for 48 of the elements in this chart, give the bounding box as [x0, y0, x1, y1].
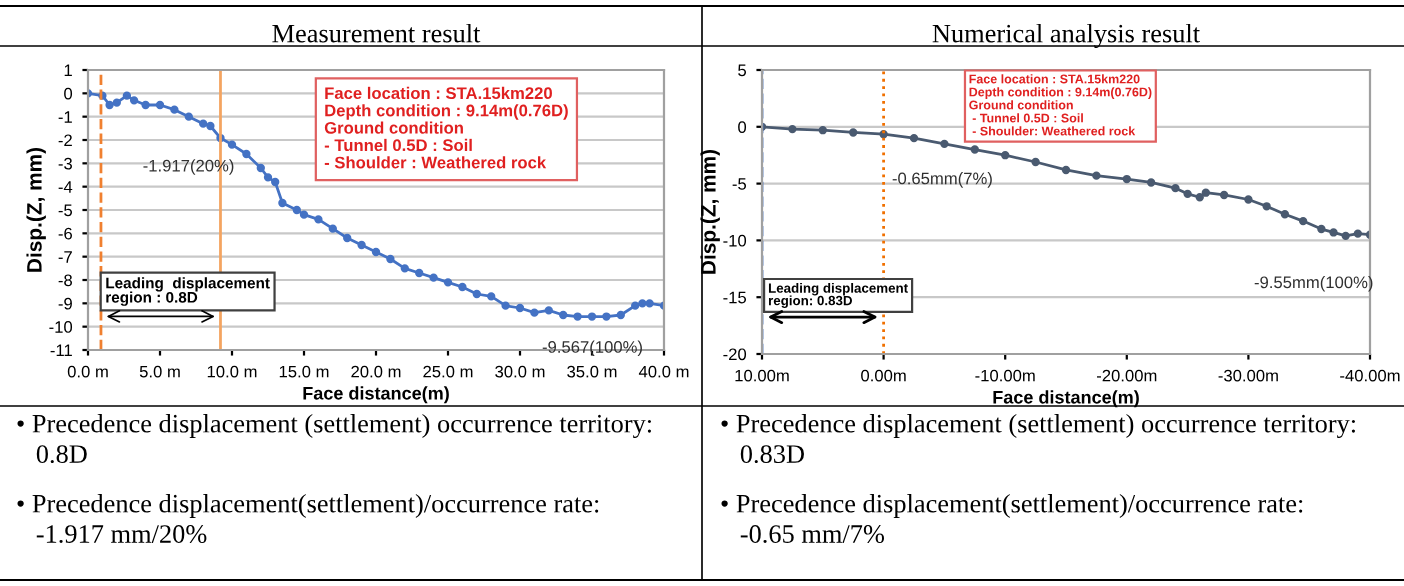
x-tick-label: 35.0 m — [567, 365, 617, 378]
annotation: -0.65mm(7%) — [892, 172, 992, 188]
y-tick-label: -4 — [58, 181, 73, 193]
y-tick-label: -1 — [58, 111, 72, 123]
x-tick-label: -20.00m — [1096, 369, 1157, 382]
annotation: -9.567(100%) — [542, 340, 642, 357]
x-axis-title: Face distance(m) — [303, 386, 449, 404]
y-tick-label: -15 — [723, 291, 747, 304]
annotation: Face location : STA.15km220 Depth condition : 9.14m(0.76D) Ground condition - Tunnel 0.5D : Soil - Shoulder : Weathered rock — [324, 86, 568, 169]
x-tick-label: 10.0 m — [207, 365, 257, 378]
y-axis-title: Disp.(Z, mm) — [26, 147, 46, 272]
chart-title: Measurement result — [272, 23, 481, 43]
y-tick-label: -20 — [723, 348, 747, 361]
x-tick-label: 10.00m — [735, 369, 789, 382]
y-tick-label: -10 — [723, 234, 747, 247]
text: • Precedence displacement(settlement)/occurrence rate: -1.917 mm/20% — [17, 494, 599, 544]
x-tick-label: 20.0 m — [351, 365, 401, 378]
y-tick-label: -11 — [50, 344, 72, 357]
y-tick-label: 1 — [64, 64, 72, 77]
y-tick-label: -5 — [732, 178, 747, 190]
text: • Precedence displacement(settlement)/occurrence rate: -0.65 mm/7% — [721, 494, 1303, 544]
x-tick-label: 0.0 m — [67, 365, 108, 378]
y-tick-label: -2 — [58, 134, 72, 147]
y-tick-label: -9 — [58, 297, 72, 310]
text: • Precedence displacement (settlement) occurrence territory: 0.8D — [17, 414, 651, 464]
y-tick-label: -3 — [58, 157, 72, 170]
y-tick-label: 5 — [738, 64, 747, 77]
chart-title: Numerical analysis result — [932, 23, 1200, 48]
x-tick-label: 0.00m — [861, 369, 906, 382]
y-axis-title: Disp.(Z, mm) — [700, 149, 720, 274]
y-tick-label: 0 — [738, 121, 747, 133]
y-tick-label: -8 — [58, 274, 72, 287]
y-tick-label: -10 — [49, 321, 73, 333]
annotation: -9.55mm(100%) — [1254, 275, 1373, 292]
y-tick-label: -6 — [58, 227, 72, 240]
x-tick-label: -10.00m — [975, 369, 1035, 382]
x-tick-label: 40.0 m — [638, 365, 689, 378]
x-tick-label: -30.00m — [1218, 369, 1278, 382]
y-tick-label: -7 — [58, 251, 72, 263]
y-tick-label: -5 — [58, 204, 73, 217]
x-tick-label: 15.0 m — [279, 365, 329, 378]
x-tick-label: -40.00m — [1340, 369, 1400, 382]
x-tick-label: 30.0 m — [495, 365, 545, 378]
x-tick-label: 5.0 m — [139, 365, 180, 378]
text: • Precedence displacement (settlement) occurrence territory: 0.83D — [721, 414, 1355, 464]
x-axis-title: Face distance(m) — [993, 390, 1139, 408]
y-tick-label: 0 — [64, 87, 73, 100]
x-tick-label: 25.0 m — [423, 365, 473, 378]
